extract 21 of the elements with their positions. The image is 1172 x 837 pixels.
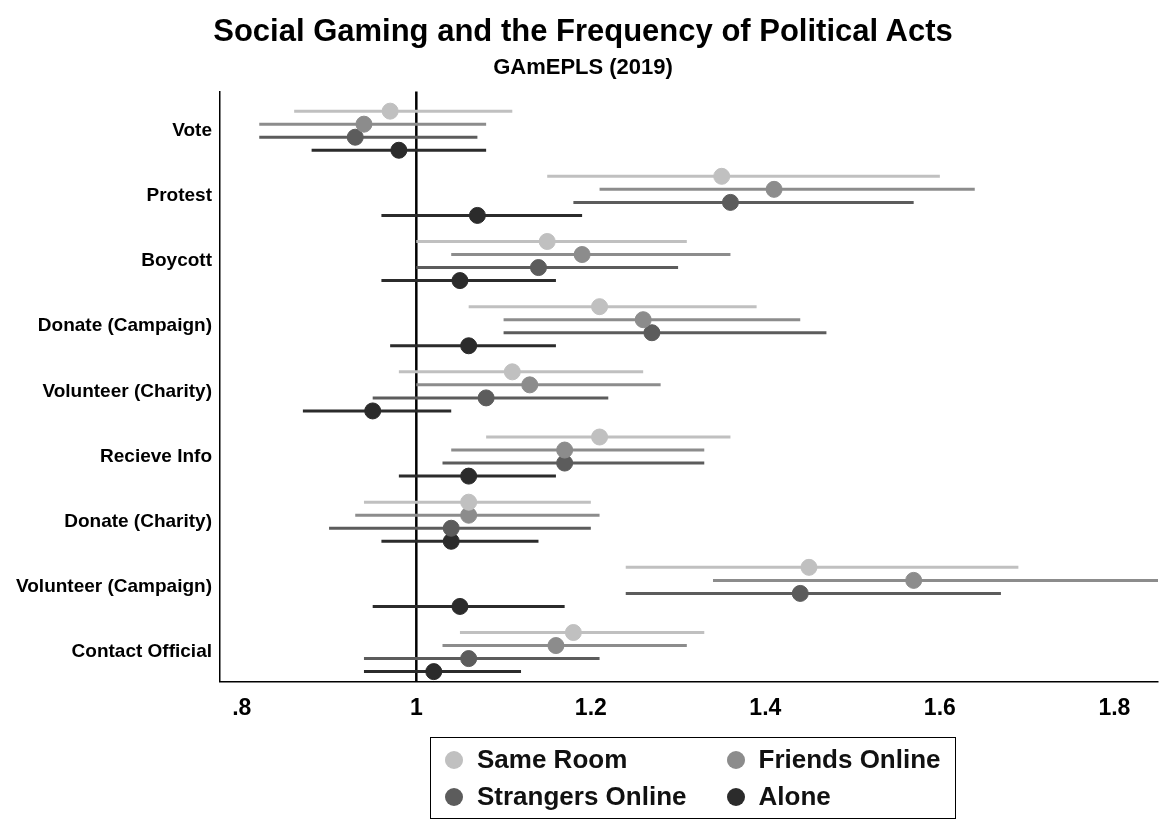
legend-label: Alone [758,781,831,812]
x-tick-label: 1 [409,693,423,720]
x-tick-label: .8 [232,693,252,720]
y-tick-label: Contact Official [71,640,212,662]
x-tick-label: 1.2 [574,693,607,720]
legend-label: Friends Online [758,744,941,775]
y-tick-label: Donate (Campaign) [37,314,212,336]
y-tick-label: Volunteer (Charity) [42,379,212,401]
legend-label: Same Room [477,744,628,775]
x-tick-label: 1.8 [1098,693,1131,720]
legend-label: Strangers Online [477,781,687,812]
y-tick-label: Donate (Charity) [64,509,212,531]
y-tick-label: Vote [172,118,212,140]
x-tick-label: 1.6 [923,693,956,720]
y-tick-label: Volunteer (Campaign) [15,575,212,597]
x-tick-label: 1.4 [749,693,782,720]
y-tick-label: Boycott [141,249,213,271]
y-tick-label: Recieve Info [100,444,212,466]
y-tick-label: Protest [146,184,213,206]
chart-title: Social Gaming and the Frequency of Political Acts [213,13,953,49]
chart-subtitle: GAmEPLS (2019) [493,54,673,80]
